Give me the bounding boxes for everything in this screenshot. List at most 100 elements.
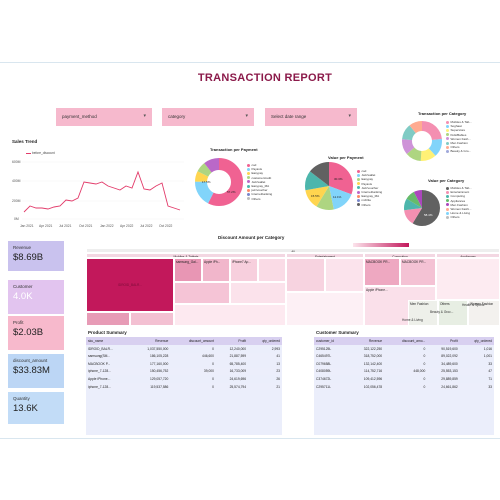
treemap-cell [86, 312, 130, 326]
txn-per-category-donut [400, 119, 444, 163]
date-range-picker[interactable]: Select date range ▾ [265, 108, 357, 126]
value-per-payment-title: Value per Payment [328, 155, 364, 160]
legend-item: mcblite [357, 198, 382, 202]
sales-trend-chart: 600M 400M 200M 0M Jan 2021 Apr 2021 Jul … [6, 156, 186, 236]
y-tick: 200M [12, 199, 21, 203]
kpi-label: discount_amount [13, 358, 48, 363]
y-tick: 0M [14, 217, 19, 221]
x-tick: Oct 2021 [79, 224, 93, 228]
x-tick: Apr 2022 [120, 224, 134, 228]
value-per-payment-pie: 30.3% 15.5% 11.1% [303, 160, 355, 212]
value-per-category-pie: 58.4% [400, 186, 444, 230]
legend-item: Mobiles & Tab... [446, 120, 472, 124]
table-row[interactable]: IDROID_BALR... 1,037,550,000 0 12,240,000 2,… [88, 346, 280, 351]
category-dropdown[interactable]: category ▾ [162, 108, 254, 126]
sales-trend-line [23, 170, 181, 213]
sales-trend-title: Sales Trend [12, 139, 38, 144]
treemap-cell: Apple iPh... [202, 258, 230, 282]
column-header: Revenue [348, 337, 385, 345]
treemap-cell [286, 258, 325, 292]
kpi-quantity-card: Quantity 13.6K [8, 392, 64, 424]
kpi-value: $8.69B [13, 252, 44, 263]
txn-per-category-legend: Mobiles & Tab... Soghaat Superstore Kids… [446, 120, 472, 154]
legend-item: jazzvoucher [247, 188, 272, 192]
legend-item: Soghaat [446, 124, 472, 128]
column-header: Profit [427, 337, 460, 345]
treemap-cell [174, 282, 230, 304]
legend-item: Beauty & Gro... [446, 149, 472, 153]
legend-item: cod [357, 169, 382, 173]
kpi-profit-card: Profit $2.03B [8, 316, 64, 350]
table-row[interactable]: iphone_7-128... 150,456,752 39,000 16,733,0… [86, 367, 282, 376]
product-summary-title: Product Summary [88, 330, 127, 335]
payment-method-dropdown[interactable]: payment_method ▾ [56, 108, 152, 126]
table-row[interactable]: samsung(SM... 186,105,228 446,600 21,887,59… [86, 352, 282, 361]
product-summary-table: sku_name Revenue discount_amount Profit … [86, 337, 282, 435]
column-header: Revenue [131, 337, 171, 345]
table-row[interactable]: C374672L 109,412,596 0 29,889,859 71 [316, 377, 492, 382]
table-row[interactable]: C079658L 132,142,400 0 34,489,600 33 [316, 361, 492, 366]
y-tick: 600M [12, 160, 21, 164]
kpi-value: $2.03B [13, 327, 44, 338]
legend-item: Internetbanking [247, 192, 272, 196]
treemap-title: Discount Amount per Category [218, 235, 285, 240]
legend-item: Entertainment [446, 190, 472, 194]
x-tick: Apr 2021 [39, 224, 53, 228]
value-per-category-title: Value per Category [428, 178, 465, 183]
treemap-cell [436, 258, 500, 300]
legend-item: Others [247, 197, 272, 201]
treemap-cell: MACBOOK PR... [364, 258, 400, 286]
kpi-value: 13.6K [13, 403, 38, 414]
legend-item: Computing [446, 194, 472, 198]
legend-item: Payaxis [357, 182, 382, 186]
legend-item: Easypay [247, 171, 272, 175]
customer-summary-table: customer_id Revenue discount_amo... Prof… [314, 337, 494, 435]
table-row[interactable]: C465497L 318,752,000 0 89,022,092 1,001 [314, 352, 494, 361]
kpi-value: $33.83M [13, 365, 50, 376]
x-tick: Jan 2022 [100, 224, 114, 228]
legend-item: Men Fashion [446, 141, 472, 145]
treemap-cell-label: Health & Sports [462, 303, 485, 307]
value-per-category-legend: Mobiles & Tab... Entertainment Computing… [446, 186, 472, 220]
kpi-revenue-card: Revenue $8.69B [8, 241, 64, 271]
treemap-cell: Women Fashion [468, 300, 500, 326]
treemap-cell [230, 282, 286, 304]
customer-summary-title: Customer Summary [316, 330, 359, 335]
treemap-cell [258, 258, 286, 282]
slice-label: 11.1% [333, 195, 342, 199]
table-row[interactable]: iphone_7-128... 119,537,586 0 25,574,794 21 [86, 382, 282, 391]
legend-item: Mobiles & Tab... [446, 186, 472, 190]
kpi-value: 4.0K [13, 291, 33, 302]
treemap-category-header: Entertainment [286, 253, 364, 258]
chevron-down-icon: ▾ [245, 113, 248, 119]
column-header: qty_ordered [459, 337, 494, 345]
legend-item: cod [247, 163, 272, 167]
table-row[interactable]: C295711L 102,056,478 0 24,661,862 33 [314, 382, 494, 391]
dropdown-label: category [168, 114, 186, 119]
treemap-cell [130, 312, 174, 326]
slice-label: 58.4% [424, 213, 433, 217]
table-row[interactable]: Apple iPhone... 129,057,720 0 24,619,696 26 [88, 377, 280, 382]
legend-item: Men Fashion [446, 203, 472, 207]
treemap-color-scale [353, 243, 409, 247]
y-tick: 400M [12, 179, 21, 183]
page-title: TRANSACTION REPORT [197, 72, 333, 84]
treemap-cell: samsung_Gal... [174, 258, 202, 282]
legend-item: Women Fash... [446, 137, 472, 141]
legend-item: Easypay [357, 177, 382, 181]
txn-per-category-title: Transaction per Category [418, 111, 467, 116]
kpi-label: Revenue [13, 245, 32, 250]
legend-item: Payaxis [247, 167, 272, 171]
legend-item: Appliances [446, 199, 472, 203]
treemap-category-header: Computing [364, 253, 436, 258]
slice-label: 17.5% [202, 180, 211, 184]
legend-item: Women Fashi... [446, 207, 472, 211]
table-row[interactable]: C295125L 322,122,250 0 90,519,600 1,016 [316, 346, 492, 351]
treemap-cell-label: Home & Living [402, 318, 423, 322]
legend-item: Jazzvoucher [357, 186, 382, 190]
treemap-cell [286, 292, 364, 326]
legend-item: Others [357, 203, 382, 207]
table-row[interactable]: C408059L 114,752,716 448,000 25,553,153 47 [314, 367, 494, 376]
table-row[interactable]: MACBOOK P... 177,160,000 0 65,785,400 13 [88, 361, 280, 366]
kpi-label: Customer [13, 284, 33, 289]
